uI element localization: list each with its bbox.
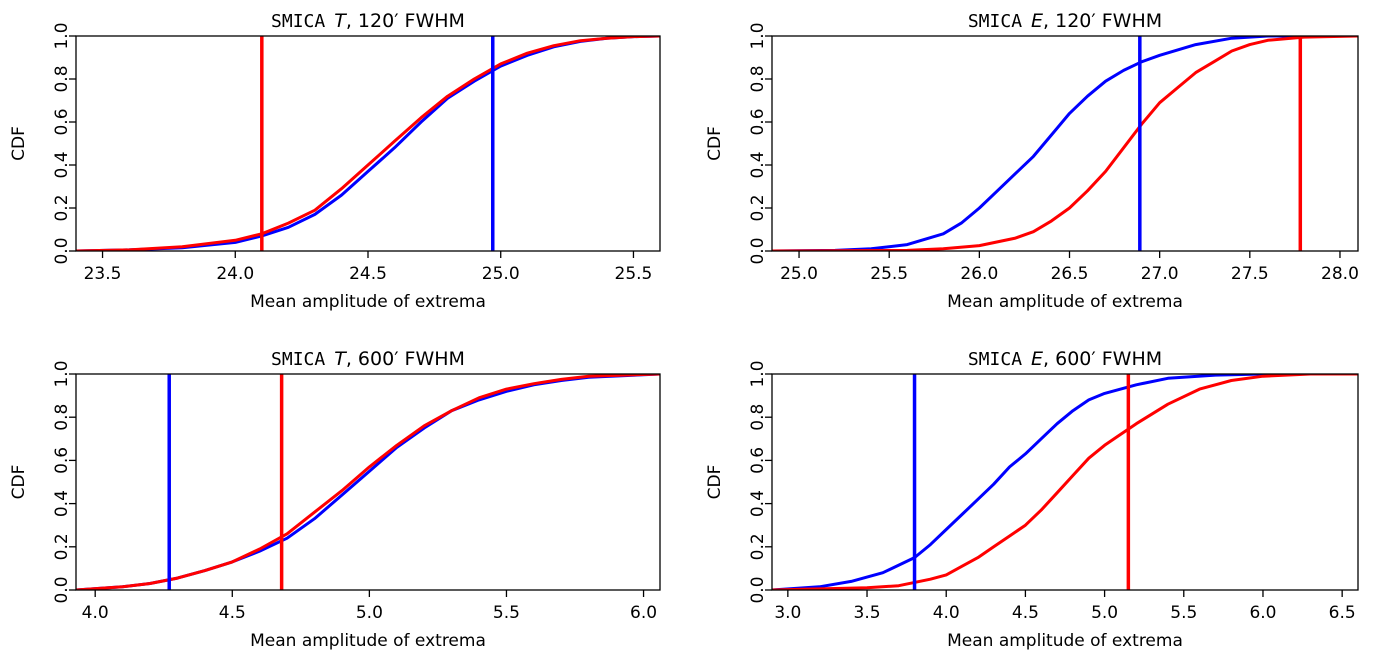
y-tick-label: 0.2 [748,194,768,221]
y-tick-label: 0.0 [52,237,72,264]
x-tick-label: 6.5 [1329,603,1356,623]
x-tick-label: 5.5 [493,603,520,623]
plot-frame [771,373,1359,591]
x-tick-label: 6.0 [630,603,657,623]
x-tick-label: 26.0 [960,264,998,284]
plot-frame [75,373,661,591]
cdf-series-red [76,374,660,590]
title-mono: SMICA [968,11,1022,32]
title-mono: SMICA [968,349,1022,370]
title-italic: E [1031,10,1043,32]
cdf-series-red [772,36,1358,251]
panel-3: 4.0 4.5 5.0 5.5 6.0 0.0 0.2 0.4 0.6 0.8 1.0 Mean am… [9,348,661,651]
title-italic: E [1031,348,1043,370]
chart-title: SMICA E, 600′ FWHM [968,348,1162,370]
title-rest: , 600′ FWHM [346,348,465,370]
y-tick-label: 0.6 [748,447,768,474]
y-tick-label: 0.0 [748,237,768,264]
cdf-series-blue [76,36,660,251]
y-tick-label: 0.8 [748,404,768,431]
x-tick-label: 5.5 [1170,603,1197,623]
plot-area [772,36,1358,251]
x-tick-label: 25.5 [615,264,653,284]
x-tick-label: 4.0 [933,603,960,623]
x-axis-label: Mean amplitude of extrema [250,631,486,651]
y-axis-label: CDF [705,126,725,161]
y-tick-label: 1.0 [748,22,768,49]
y-tick-label: 0.2 [748,533,768,560]
plot-area [772,374,1358,590]
y-axis-label: CDF [705,465,725,500]
x-tick-label: 3.0 [774,603,801,623]
y-tick-label: 1.0 [52,22,72,49]
x-tick-label: 4.5 [219,603,246,623]
plot-frame [771,35,1359,252]
y-tick-label: 0.6 [52,108,72,135]
x-tick-label: 23.5 [84,264,122,284]
y-tick-label: 0.4 [52,151,72,178]
x-tick-label: 27.0 [1141,264,1179,284]
x-axis-label: Mean amplitude of extrema [250,292,486,312]
panel-4: 3.0 3.5 4.0 4.5 5.0 5.5 6.0 6.5 0.0 0.2 0.4 0.6 0.8 1… [705,348,1359,651]
x-tick-label: 24.5 [349,264,387,284]
y-tick-label: 1.0 [52,360,72,387]
x-axis-label: Mean amplitude of extrema [947,631,1183,651]
x-tick-label: 25.0 [780,264,818,284]
title-italic: T [334,10,347,32]
x-tick-label: 4.0 [82,603,109,623]
title-mono: SMICA [271,11,325,32]
x-axis-label: Mean amplitude of extrema [947,292,1183,312]
title-rest: , 120′ FWHM [1043,10,1162,32]
cdf-series-blue [772,36,1358,251]
x-tick-label: 26.5 [1051,264,1089,284]
y-tick-label: 0.8 [748,65,768,92]
cdf-series-red [772,374,1358,590]
y-tick-label: 0.6 [748,108,768,135]
y-tick-label: 0.6 [52,447,72,474]
title-rest: , 120′ FWHM [346,10,465,32]
x-tick-label: 4.5 [1012,603,1039,623]
chart-title: SMICA E, 120′ FWHM [968,10,1162,32]
cdf-series-blue [76,374,660,590]
plot-frame [75,35,661,252]
y-tick-label: 0.4 [52,490,72,517]
y-tick-label: 0.4 [748,490,768,517]
title-rest: , 600′ FWHM [1043,348,1162,370]
x-tick-label: 6.0 [1249,603,1276,623]
x-tick-label: 3.5 [854,603,881,623]
x-tick-label: 24.0 [216,264,254,284]
y-axis-label: CDF [9,126,29,161]
title-italic: T [334,348,347,370]
chart-title: SMICA T, 120′ FWHM [271,10,465,32]
y-tick-label: 0.2 [52,533,72,560]
y-axis-label: CDF [9,465,29,500]
y-tick-label: 0.8 [52,65,72,92]
chart-title: SMICA T, 600′ FWHM [271,348,465,370]
y-tick-label: 0.2 [52,194,72,221]
plot-area [76,36,660,251]
x-tick-label: 25.0 [482,264,520,284]
x-tick-label: 25.5 [870,264,908,284]
cdf-series-blue [772,374,1358,590]
x-tick-label: 28.0 [1321,264,1359,284]
panel-1: 23.5 24.0 24.5 25.0 25.5 0.0 0.2 0.4 0.6 0.8 1.0 Me… [9,10,661,312]
x-tick-label: 5.0 [356,603,383,623]
cdf-series-red [76,36,660,251]
y-tick-label: 0.0 [748,576,768,603]
x-tick-label: 27.5 [1231,264,1269,284]
plot-area [76,374,660,590]
panel-2: 25.0 25.5 26.0 26.5 27.0 27.5 28.0 0.0 0.2 0.4 0.6… [705,10,1359,312]
title-mono: SMICA [271,349,325,370]
x-tick-label: 5.0 [1091,603,1118,623]
y-tick-label: 0.4 [748,151,768,178]
y-tick-label: 1.0 [748,360,768,387]
y-tick-label: 0.0 [52,576,72,603]
y-tick-label: 0.8 [52,404,72,431]
